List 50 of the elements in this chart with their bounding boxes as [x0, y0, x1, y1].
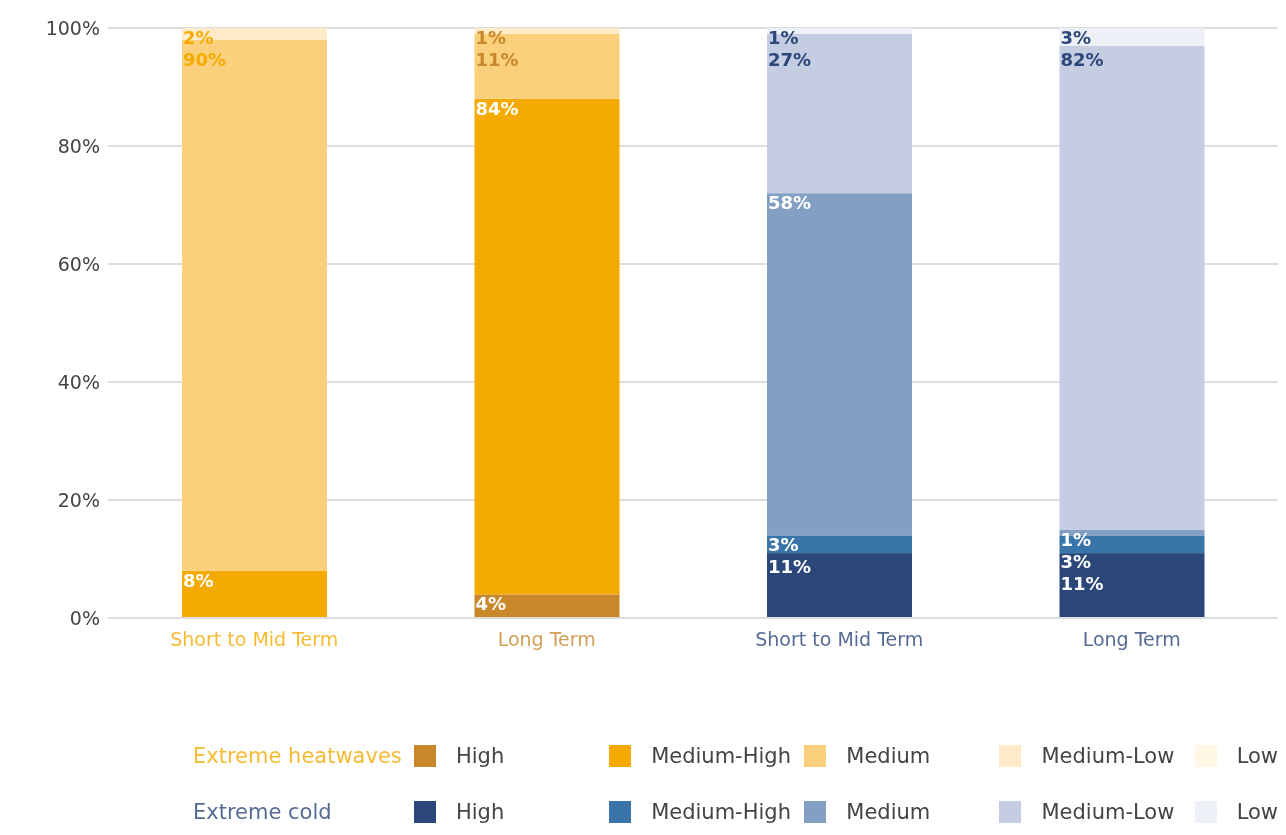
x-tick-label: Short to Mid Term	[170, 628, 339, 650]
data-label: 8%	[183, 569, 214, 591]
bar	[767, 33, 912, 194]
data-label: 2%	[183, 27, 214, 48]
bar	[474, 98, 620, 595]
bar	[474, 594, 620, 618]
data-label: 27%	[768, 49, 812, 70]
data-label: 3%	[1060, 550, 1092, 572]
data-label: 90%	[183, 49, 227, 70]
data-label: 11%	[475, 49, 519, 70]
legend-label: Low	[1236, 744, 1278, 768]
y-tick-label: 100%	[45, 16, 100, 39]
legend-label: High	[455, 800, 505, 824]
data-label: 11%	[1060, 572, 1104, 594]
bar	[767, 553, 912, 618]
legend-label: Medium-High	[651, 800, 791, 824]
bar	[767, 535, 912, 554]
y-tick-label: 0%	[69, 606, 100, 629]
bar	[182, 570, 327, 618]
y-tick-label: 60%	[57, 252, 100, 275]
data-label: 1%	[1060, 528, 1092, 550]
y-tick-label: 80%	[57, 134, 100, 157]
y-tick-label: 40%	[57, 370, 100, 393]
legend-label: Low	[1236, 800, 1278, 824]
y-tick-label: 20%	[57, 488, 100, 511]
bar	[1059, 28, 1205, 46]
data-label: 84%	[475, 97, 519, 119]
x-tick-label: Short to Mid Term	[755, 628, 924, 650]
data-label: 11%	[768, 556, 812, 578]
legend-label: Medium	[846, 744, 931, 768]
legend-label: Medium-Low	[1041, 744, 1175, 768]
data-label: 1%	[768, 27, 799, 48]
bar	[474, 33, 620, 99]
legend-label: Medium	[846, 800, 931, 824]
bar	[1059, 45, 1205, 530]
data-label: 58%	[768, 192, 812, 214]
bar	[1059, 535, 1205, 554]
data-label: 3%	[1060, 27, 1092, 48]
data-label: 82%	[1060, 49, 1104, 70]
legend-label: Medium-High	[651, 744, 791, 768]
text: Extreme heatwaves	[192, 744, 403, 768]
bar	[767, 193, 912, 536]
x-tick-label: Long Term	[497, 628, 596, 650]
data-label: 4%	[475, 593, 507, 615]
x-tick-label: Long Term	[1082, 628, 1181, 650]
bar	[1059, 553, 1205, 618]
text: Extreme cold	[192, 800, 333, 824]
legend-label: High	[455, 744, 505, 768]
legend-label: Medium-Low	[1041, 800, 1175, 824]
data-label: 3%	[768, 534, 799, 556]
